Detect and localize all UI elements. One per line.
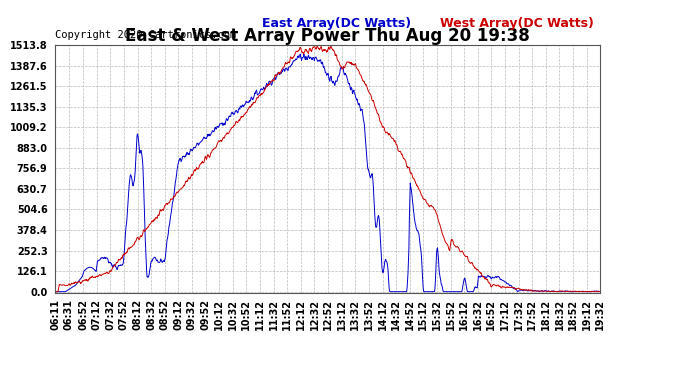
Legend: East Array(DC Watts), West Array(DC Watts): East Array(DC Watts), West Array(DC Watt…	[244, 16, 594, 30]
Title: East & West Array Power Thu Aug 20 19:38: East & West Array Power Thu Aug 20 19:38	[126, 27, 530, 45]
Text: Copyright 2020 Cartronics.com: Copyright 2020 Cartronics.com	[55, 30, 237, 40]
